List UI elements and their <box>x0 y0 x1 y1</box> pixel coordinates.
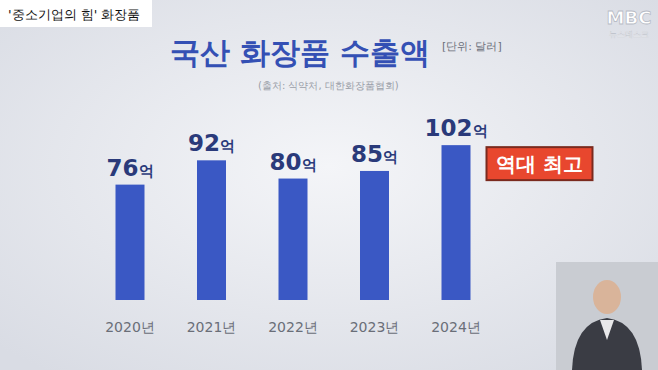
logo: MBC <box>607 7 652 28</box>
x-tick-label: 2023년 <box>350 319 400 335</box>
inset-bg <box>556 262 658 370</box>
bar <box>442 145 471 300</box>
data-label: 76억 <box>106 155 153 181</box>
caption: '중소기업의 힘' 화장품 <box>8 7 140 22</box>
inset-head <box>593 280 621 314</box>
data-label: 85억 <box>351 141 398 167</box>
bar <box>279 179 308 300</box>
logo-sub: 뉴스데스크 <box>609 30 649 39</box>
chart: 국산 화장품 수출액 [단위: 달러] (출처: 식약처, 대한화장품협회) 76억 9… <box>0 0 658 370</box>
x-tick-label: 2024년 <box>431 319 481 335</box>
data-label: 102억 <box>424 115 487 141</box>
data-label: 80억 <box>269 149 316 175</box>
inset-body <box>572 318 642 370</box>
caption-box <box>0 0 152 27</box>
x-tick-label: 2020년 <box>105 319 155 335</box>
subtitle: [단위: 달러] <box>442 40 502 53</box>
bars <box>116 145 471 300</box>
x-tick-label: 2022년 <box>268 319 318 335</box>
bar <box>360 171 389 300</box>
x-tick-label: 2021년 <box>187 319 237 335</box>
inset-shirt <box>600 320 614 340</box>
title: 국산 화장품 수출액 <box>170 35 431 70</box>
annotation-box <box>487 147 593 180</box>
page: 국산 화장품 수출액 [단위: 달러] (출처: 식약처, 대한화장품협회) 76억 9… <box>0 0 658 370</box>
background <box>0 0 658 370</box>
source: (출처: 식약처, 대한화장품협회) <box>258 80 399 91</box>
annotation: 역대 최고 <box>496 152 583 176</box>
bar <box>197 160 226 300</box>
data-label: 92억 <box>188 130 235 156</box>
bar <box>116 185 145 300</box>
interpreter-inset <box>556 262 658 370</box>
